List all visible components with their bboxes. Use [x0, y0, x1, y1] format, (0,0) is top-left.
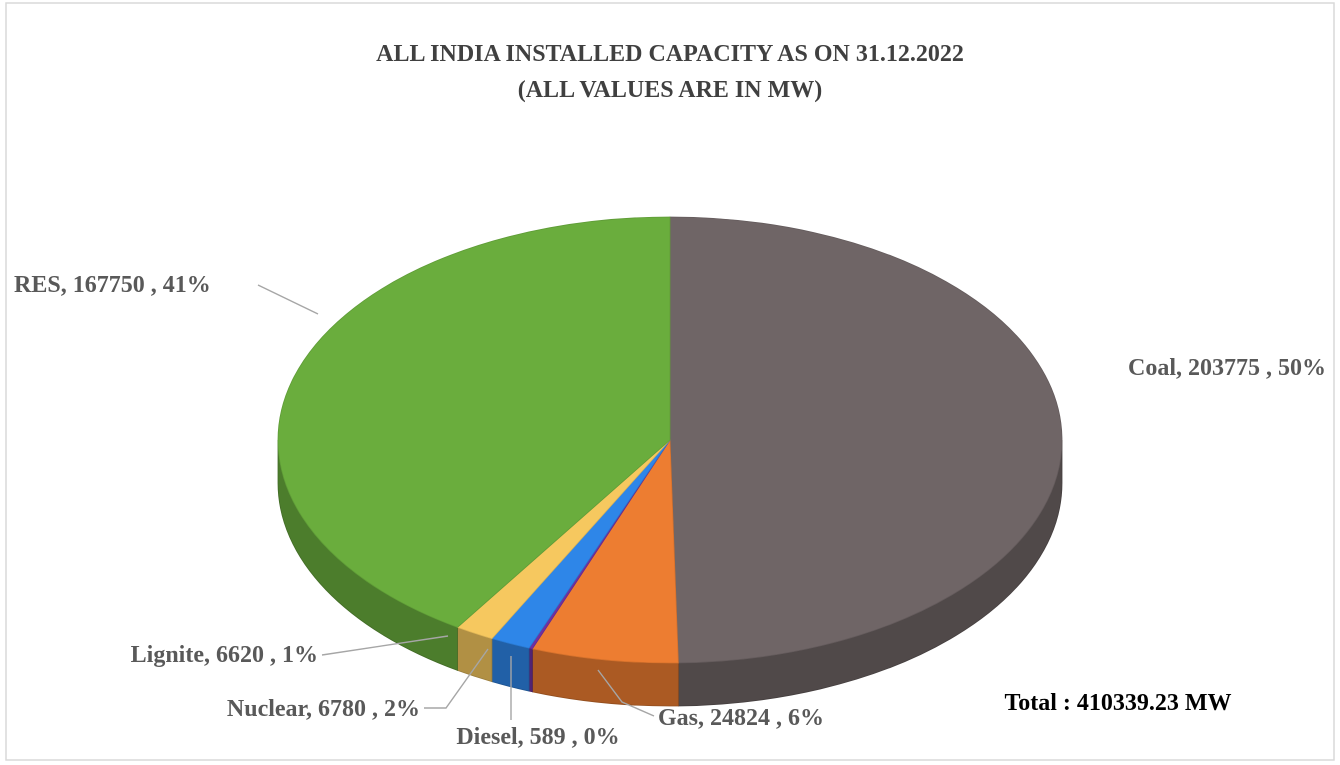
label-gas: Gas, 24824 , 6% — [658, 705, 824, 731]
pie-slices — [277, 216, 1063, 707]
leader-line-nuclear — [424, 648, 489, 709]
slice-coal — [669, 216, 1063, 664]
leader-lines — [257, 284, 655, 720]
leader-line-gas — [597, 669, 655, 717]
chart-title-line-1: ALL INDIA INSTALLED CAPACITY AS ON 31.12… — [376, 41, 964, 67]
chart-title-line-2: (ALL VALUES ARE IN MW) — [518, 77, 823, 103]
total-label: Total : 410339.23 MW — [1004, 690, 1231, 716]
slice-side-diesel — [528, 647, 533, 693]
label-nuclear: Nuclear, 6780 , 2% — [227, 696, 420, 722]
slice-gas — [531, 438, 679, 664]
label-diesel: Diesel, 589 , 0% — [456, 724, 619, 750]
leader-line-res — [257, 284, 319, 315]
label-lignite: Lignite, 6620 , 1% — [131, 642, 318, 668]
label-res: RES, 167750 , 41% — [14, 272, 211, 298]
leader-line-lignite — [321, 635, 449, 656]
label-coal: Coal, 203775 , 50% — [1128, 355, 1326, 381]
slice-res — [277, 216, 671, 628]
